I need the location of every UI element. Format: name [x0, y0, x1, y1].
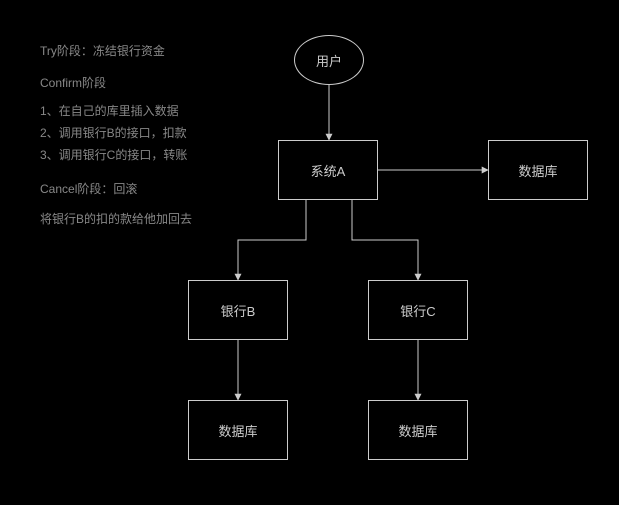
node-user: 用户 [294, 35, 364, 85]
diagram-canvas: 用户 系统A 数据库 银行B 银行C 数据库 数据库 Try阶段：冻结银行资金 … [0, 0, 619, 505]
annotation-confirm: Confirm阶段 [40, 72, 106, 94]
annotation-try: Try阶段：冻结银行资金 [40, 40, 165, 62]
node-db-b-label: 数据库 [218, 421, 257, 440]
node-db-a-label: 数据库 [518, 161, 557, 180]
node-system-a-label: 系统A [311, 161, 346, 180]
annotation-cancel: Cancel阶段：回滚 [40, 178, 137, 200]
annotation-steps: 1、在自己的库里插入数据 2、调用银行B的接口，扣款 3、调用银行C的接口，转账 [40, 100, 187, 166]
node-bank-c: 银行C [368, 280, 468, 340]
edge-systemA-bankC [352, 200, 418, 280]
node-bank-c-label: 银行C [400, 301, 435, 320]
node-bank-b: 银行B [188, 280, 288, 340]
annotation-rollback: 将银行B的扣的款给他加回去 [40, 208, 192, 230]
node-user-label: 用户 [316, 51, 342, 70]
node-db-c: 数据库 [368, 400, 468, 460]
node-db-a: 数据库 [488, 140, 588, 200]
edge-systemA-bankB [238, 200, 306, 280]
node-system-a: 系统A [278, 140, 378, 200]
node-db-c-label: 数据库 [398, 421, 437, 440]
node-db-b: 数据库 [188, 400, 288, 460]
node-bank-b-label: 银行B [221, 301, 256, 320]
